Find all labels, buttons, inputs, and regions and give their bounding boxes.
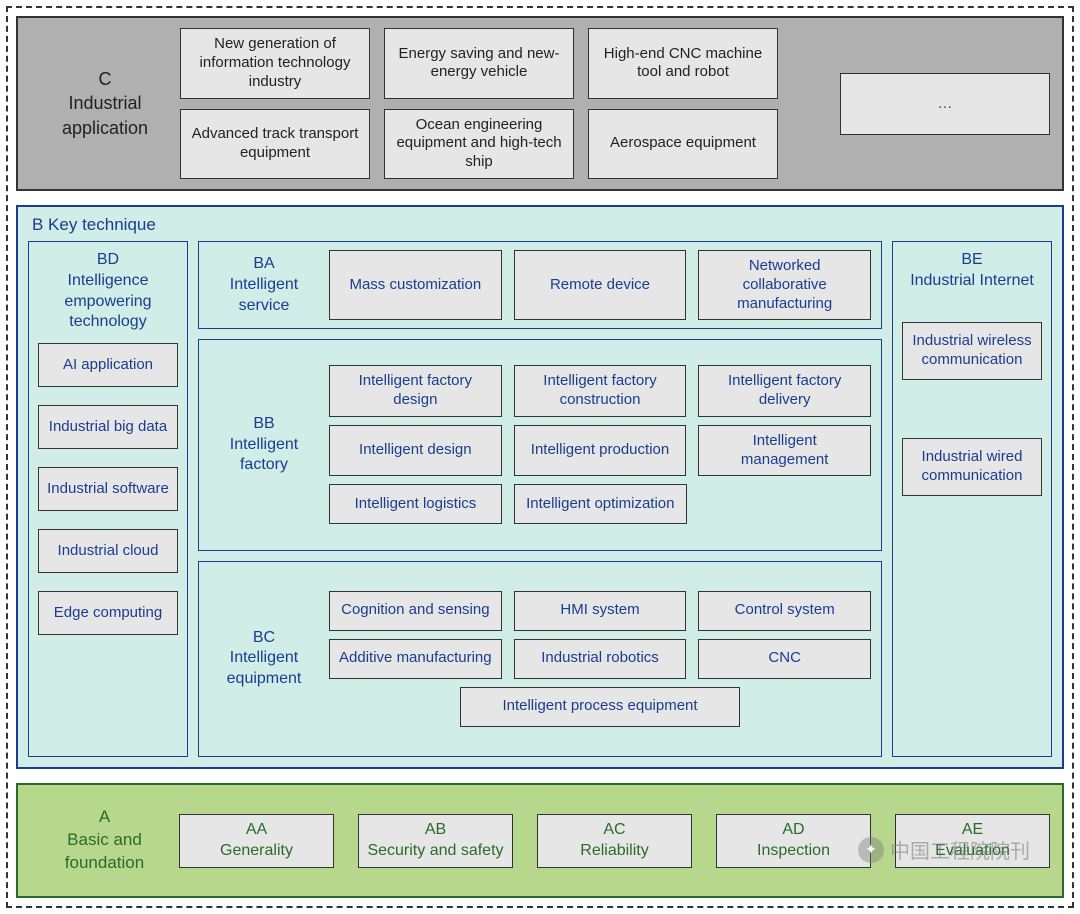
- ba-item: Mass customization: [329, 250, 502, 320]
- bc-item-wide: Intelligent process equipment: [460, 687, 740, 727]
- bb-item: Intelligent factory delivery: [698, 365, 871, 417]
- section-a-basic-foundation: A Basic and foundation AAGenerality ABSe…: [16, 783, 1064, 898]
- bc-item: Industrial robotics: [514, 639, 687, 679]
- bc-title: Intelligent equipment: [209, 648, 319, 690]
- a-item: AEEvaluation: [895, 814, 1050, 868]
- section-c-grid: New generation of information technology…: [180, 28, 840, 179]
- bd-item: Industrial cloud: [38, 529, 178, 573]
- bb-item: Intelligent production: [514, 425, 687, 477]
- diagram-frame: C Industrial application New generation …: [6, 6, 1074, 908]
- be-column: BE Industrial Internet Industrial wirele…: [892, 241, 1052, 757]
- bb-panel: BB Intelligent factory Intelligent facto…: [198, 339, 882, 550]
- a-item: ABSecurity and safety: [358, 814, 513, 868]
- section-a-code: A: [99, 806, 110, 829]
- ba-panel: BA Intelligent service Mass customizatio…: [198, 241, 882, 329]
- be-code: BE: [910, 250, 1034, 271]
- ba-item: Networked collaborative manufacturing: [698, 250, 871, 320]
- bc-grid: Cognition and sensing HMI system Control…: [329, 570, 871, 748]
- bd-item: Industrial software: [38, 467, 178, 511]
- bd-item: Industrial big data: [38, 405, 178, 449]
- section-c-code: C: [99, 67, 112, 91]
- bc-panel: BC Intelligent equipment Cognition and s…: [198, 561, 882, 757]
- bc-code: BC: [253, 628, 275, 649]
- be-label: BE Industrial Internet: [910, 250, 1034, 292]
- bd-title: Intelligence empowering technology: [37, 271, 179, 333]
- bd-column: BD Intelligence empowering technology AI…: [28, 241, 188, 757]
- b-middle-column: BA Intelligent service Mass customizatio…: [198, 241, 882, 757]
- a-item: ADInspection: [716, 814, 871, 868]
- ba-code: BA: [253, 254, 274, 275]
- c-ellipsis-wrap: …: [840, 28, 1050, 179]
- bc-item: Control system: [698, 591, 871, 631]
- section-c-title: Industrial application: [30, 91, 180, 140]
- section-b-body: BD Intelligence empowering technology AI…: [28, 241, 1052, 757]
- bd-label: BD Intelligence empowering technology: [37, 250, 179, 333]
- ba-title: Intelligent service: [209, 275, 319, 317]
- section-a-title: Basic and foundation: [30, 829, 179, 875]
- section-c-industrial-application: C Industrial application New generation …: [16, 16, 1064, 191]
- c-item: New generation of information technology…: [180, 28, 370, 99]
- bb-item: Intelligent design: [329, 425, 502, 477]
- bb-item: Intelligent optimization: [514, 484, 687, 524]
- c-item: Advanced track transport equipment: [180, 109, 370, 180]
- a-item: ACReliability: [537, 814, 692, 868]
- bc-item: CNC: [698, 639, 871, 679]
- section-b-title: B Key technique: [28, 213, 1052, 241]
- be-item: Industrial wired communication: [902, 438, 1042, 496]
- bb-grid: Intelligent factory design Intelligent f…: [329, 348, 871, 541]
- bd-item: Edge computing: [38, 591, 178, 635]
- ba-label: BA Intelligent service: [209, 250, 319, 320]
- section-a-grid: AAGenerality ABSecurity and safety ACRel…: [179, 795, 1050, 886]
- section-a-label: A Basic and foundation: [30, 795, 179, 886]
- c-ellipsis-box: …: [840, 73, 1050, 135]
- bd-item: AI application: [38, 343, 178, 387]
- bb-title: Intelligent factory: [209, 435, 319, 477]
- bc-item: HMI system: [514, 591, 687, 631]
- bb-code: BB: [253, 414, 274, 435]
- be-item: Industrial wireless communication: [902, 322, 1042, 380]
- bc-label: BC Intelligent equipment: [209, 570, 319, 748]
- a-item: AAGenerality: [179, 814, 334, 868]
- section-c-label: C Industrial application: [30, 28, 180, 179]
- bd-code: BD: [37, 250, 179, 271]
- bc-item: Additive manufacturing: [329, 639, 502, 679]
- ba-item: Remote device: [514, 250, 687, 320]
- bb-item: Intelligent factory design: [329, 365, 502, 417]
- bb-item: Intelligent factory construction: [514, 365, 687, 417]
- bb-item: Intelligent logistics: [329, 484, 502, 524]
- c-item: Aerospace equipment: [588, 109, 778, 180]
- c-item: High-end CNC machine tool and robot: [588, 28, 778, 99]
- c-item: Energy saving and new-energy vehicle: [384, 28, 574, 99]
- bb-label: BB Intelligent factory: [209, 348, 319, 541]
- ba-grid: Mass customization Remote device Network…: [329, 250, 871, 320]
- be-title: Industrial Internet: [910, 271, 1034, 292]
- bc-item: Cognition and sensing: [329, 591, 502, 631]
- section-b-key-technique: B Key technique BD Intelligence empoweri…: [16, 205, 1064, 769]
- bb-item: Intelligent management: [698, 425, 871, 477]
- c-item: Ocean engineering equipment and high-tec…: [384, 109, 574, 180]
